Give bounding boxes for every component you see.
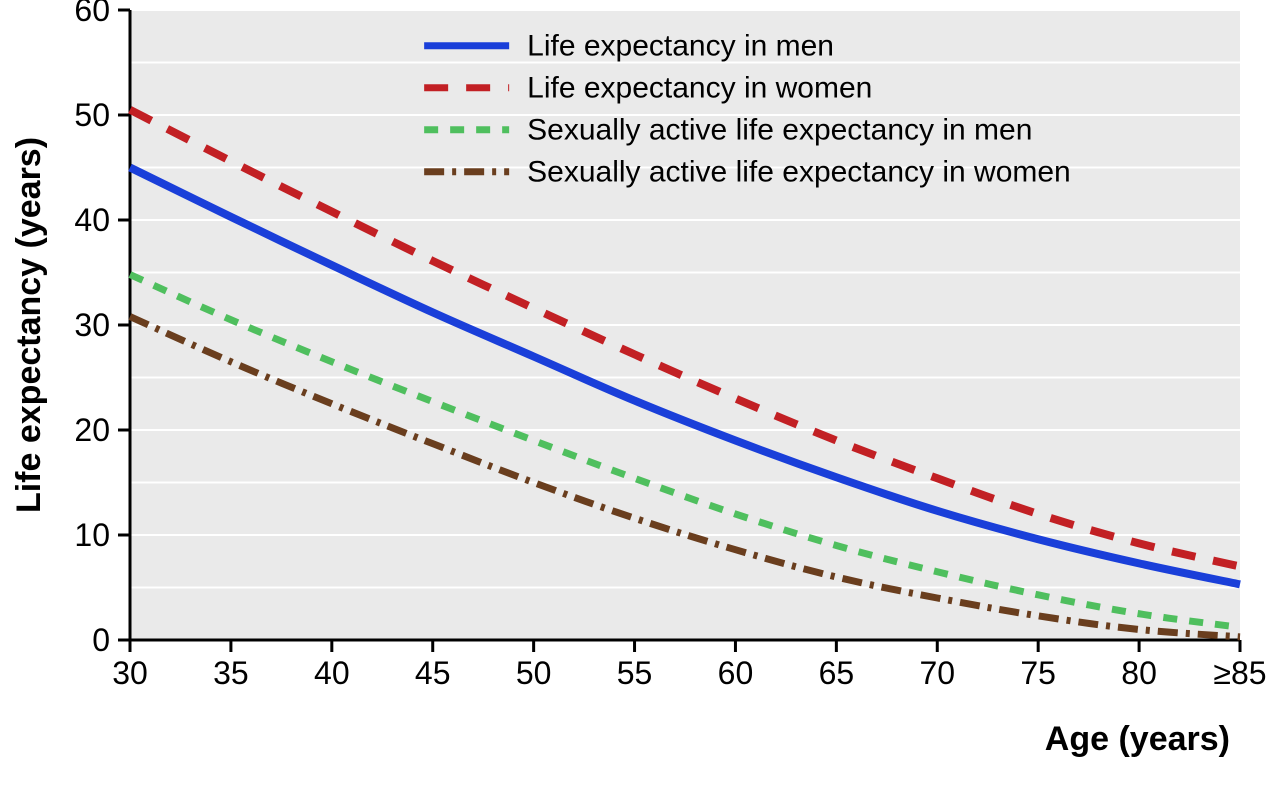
chart-svg: 0 10 20 30 40 50 60 30 35 40 45 50 55 60 65 70 75 80 ≥85 Ag… <box>0 0 1280 785</box>
legend-label-sale_men: Sexually active life expectancy in men <box>527 114 1032 147</box>
y-tick-label: 50 <box>74 97 110 133</box>
x-tick-label: 60 <box>718 655 754 691</box>
life-expectancy-chart: 0 10 20 30 40 50 60 30 35 40 45 50 55 60 65 70 75 80 ≥85 Ag… <box>0 0 1280 785</box>
x-tick-label: 35 <box>213 655 249 691</box>
y-tick-label: 20 <box>74 412 110 448</box>
legend-label-le_men: Life expectancy in men <box>527 30 834 63</box>
y-tick-label: 30 <box>74 307 110 343</box>
x-tick-label: 65 <box>819 655 855 691</box>
x-tick-label: 75 <box>1020 655 1056 691</box>
x-tick-label: 55 <box>617 655 653 691</box>
y-axis-title: Life expectancy (years) <box>10 137 48 513</box>
x-tick-label: 80 <box>1121 655 1157 691</box>
x-axis-title: Age (years) <box>1045 720 1230 758</box>
x-tick-label: 40 <box>314 655 350 691</box>
legend-label-sale_women: Sexually active life expectancy in women <box>527 156 1071 189</box>
y-tick-label: 40 <box>74 202 110 238</box>
x-tick-label: 50 <box>516 655 552 691</box>
y-tick-label: 60 <box>74 0 110 28</box>
x-tick-label: 45 <box>415 655 451 691</box>
x-tick-label: ≥85 <box>1213 655 1266 691</box>
y-tick-label: 0 <box>92 622 110 658</box>
x-tick-label: 30 <box>112 655 148 691</box>
x-tick-label: 70 <box>919 655 955 691</box>
y-tick-label: 10 <box>74 517 110 553</box>
legend-label-le_women: Life expectancy in women <box>527 72 872 105</box>
